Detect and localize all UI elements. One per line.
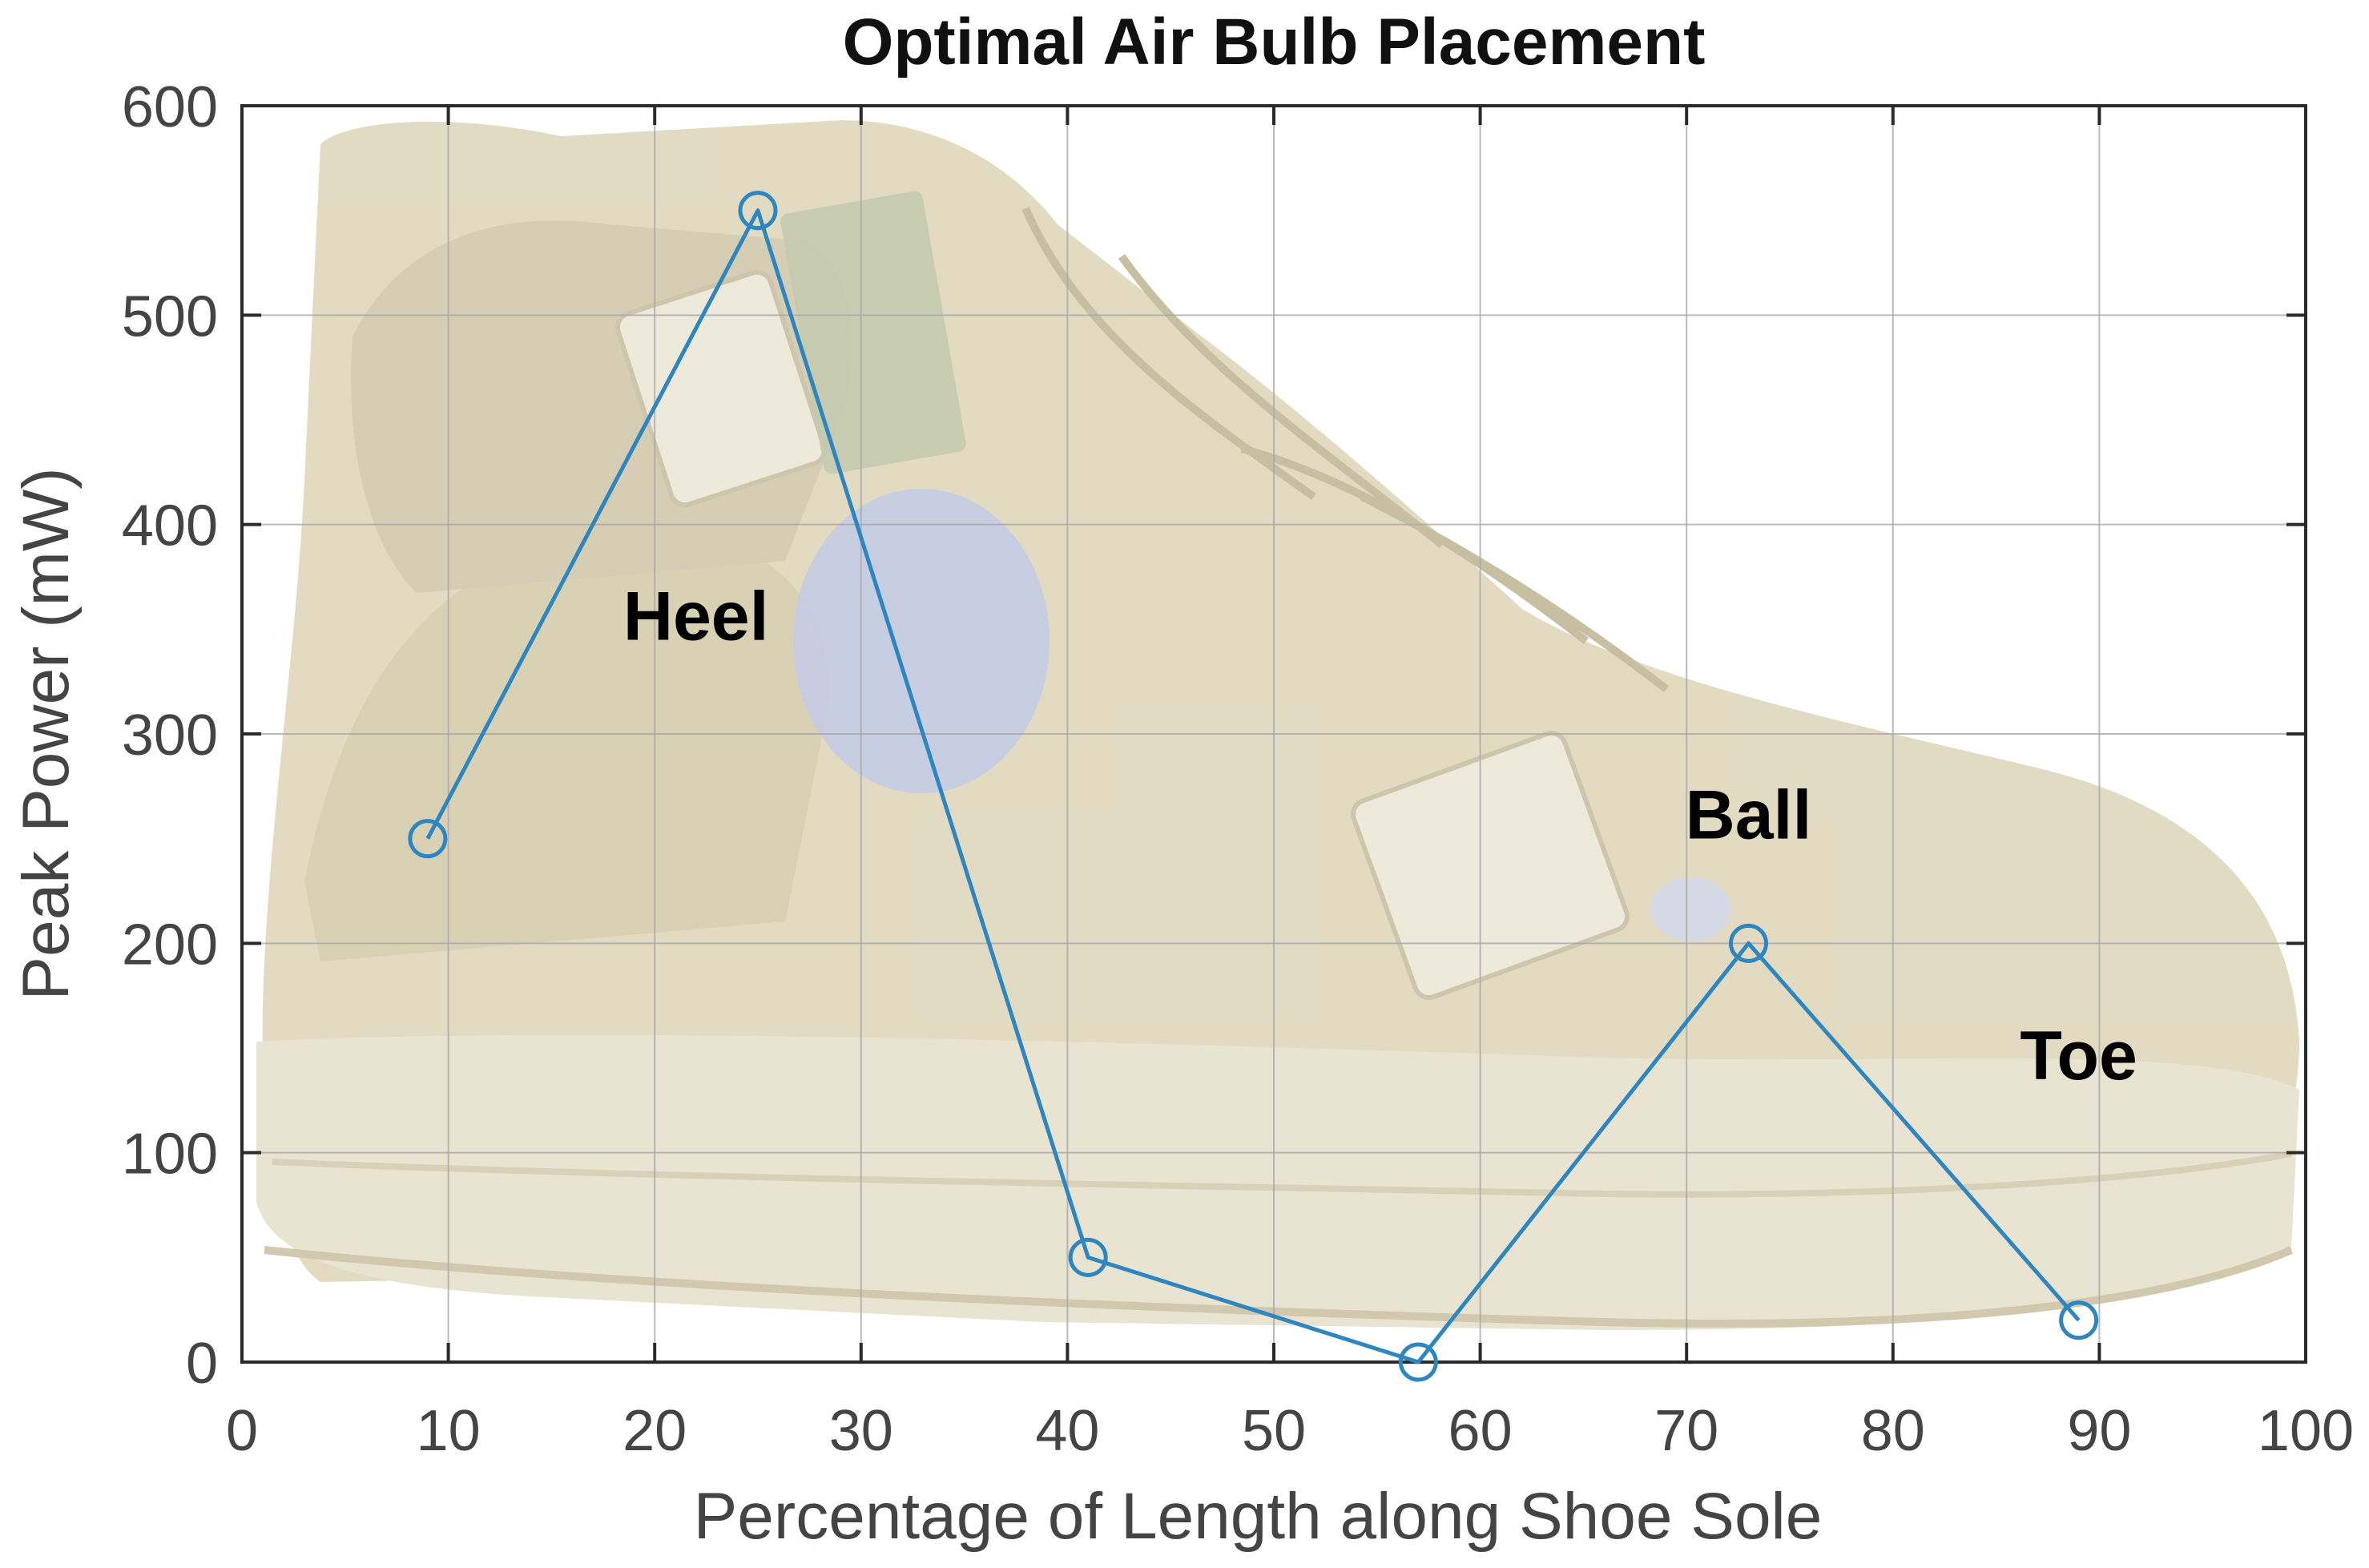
series-line <box>425 208 2081 1364</box>
x-tick-label: 50 <box>1242 1399 1306 1463</box>
x-tick-label: 60 <box>1448 1399 1513 1463</box>
annotation-heel: Heel <box>623 578 769 655</box>
annotation-ball: Ball <box>1686 777 1812 854</box>
chart-title: Optimal Air Bulb Placement <box>843 6 1706 79</box>
y-tick-label: 100 <box>122 1123 218 1187</box>
axis-ticks <box>240 104 2307 1364</box>
y-axis-label: Peak Power (mW) <box>10 467 83 1000</box>
annotation-toe: Toe <box>2020 1018 2137 1094</box>
annotation-layer: Heel Ball Toe <box>623 578 2137 1094</box>
x-tick-label: 40 <box>1035 1399 1099 1463</box>
x-tick-label: 0 <box>226 1399 258 1463</box>
x-tick-label: 80 <box>1861 1399 1925 1463</box>
y-tick-label: 600 <box>122 75 218 139</box>
y-tick-label: 200 <box>122 913 218 977</box>
y-tick-label: 300 <box>122 703 218 768</box>
y-tick-label: 0 <box>186 1332 218 1396</box>
data-point <box>1068 1237 1108 1277</box>
x-tick-label: 30 <box>829 1399 893 1463</box>
data-point <box>1398 1342 1438 1382</box>
y-tick-label: 400 <box>122 494 218 558</box>
data-point <box>408 819 448 859</box>
y-tick-label: 500 <box>122 284 218 349</box>
data-point <box>738 191 778 231</box>
data-point <box>1728 923 1768 963</box>
boot-photo-background <box>256 120 2300 1330</box>
x-tick-label: 10 <box>417 1399 481 1463</box>
x-tick-label: 20 <box>622 1399 687 1463</box>
grid-lines <box>242 106 2306 1362</box>
x-tick-label: 100 <box>2258 1399 2354 1463</box>
series-layer <box>408 191 2099 1382</box>
x-tick-label: 90 <box>2067 1399 2131 1463</box>
x-axis-label: Percentage of Length along Shoe Sole <box>694 1480 1823 1553</box>
x-tick-label: 70 <box>1654 1399 1718 1463</box>
tick-labels: 0 10 20 30 40 50 60 70 80 90 100 0 100 200 300 400 500 60… <box>122 75 2354 1463</box>
data-point <box>2059 1300 2099 1340</box>
